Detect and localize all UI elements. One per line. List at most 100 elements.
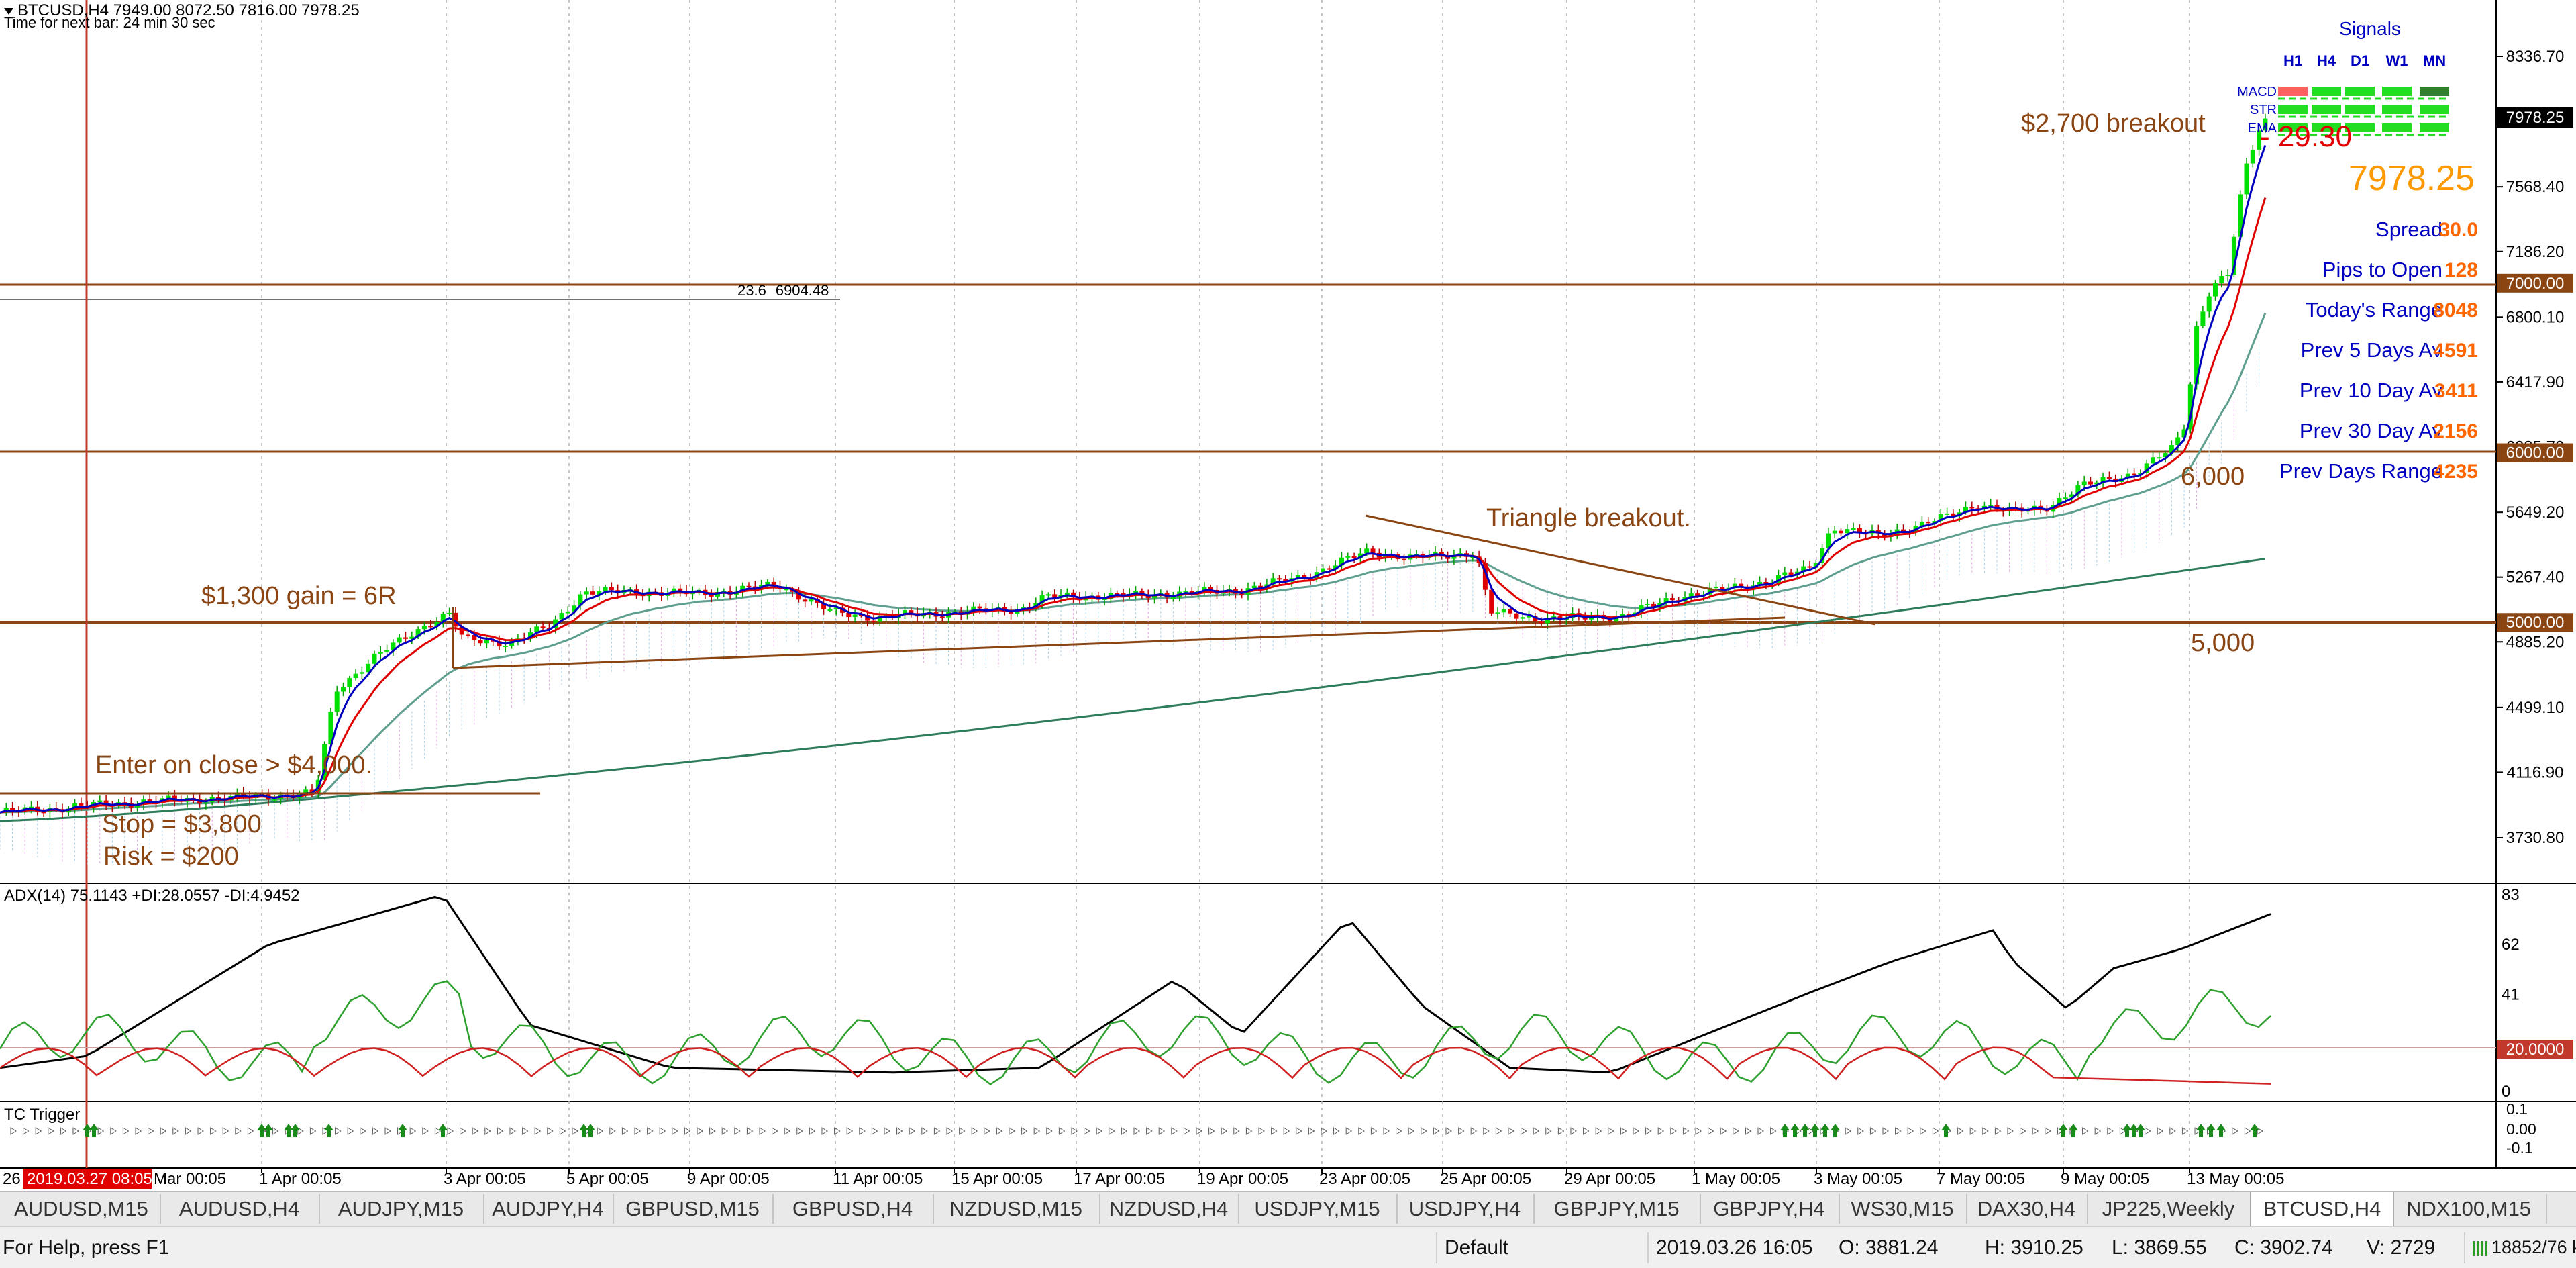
- candle-body: [2088, 481, 2093, 485]
- candle-body: [2213, 283, 2218, 297]
- tc-mark: [1645, 1127, 1652, 1135]
- candle-body: [903, 610, 907, 615]
- candle-body: [1714, 587, 1718, 589]
- signal-cell: [2278, 123, 2308, 132]
- signal-cell: [2278, 105, 2308, 114]
- tc-mark: [2032, 1127, 2039, 1135]
- chart-tab-dax30-h4[interactable]: DAX30,H4: [1966, 1194, 2088, 1224]
- main-pane[interactable]: [0, 0, 2496, 883]
- adx-pane[interactable]: [0, 883, 2496, 1102]
- chart-tab-btcusd-h4[interactable]: BTCUSD,H4: [2250, 1192, 2394, 1227]
- tc-mark: [297, 1127, 304, 1135]
- candle-body: [603, 587, 608, 591]
- candle-body: [1295, 575, 1300, 579]
- tc-mark: [1620, 1127, 1627, 1135]
- candle-body: [877, 616, 882, 622]
- chart-tab-nzdusd-m15[interactable]: NZDUSD,M15: [933, 1194, 1100, 1224]
- chart-tab-gbpjpy-m15[interactable]: GBPJPY,M15: [1533, 1194, 1701, 1224]
- time-label: 1 Apr 00:05: [259, 1170, 342, 1188]
- candle-body: [2244, 163, 2249, 195]
- candle-body: [1364, 548, 1370, 554]
- chart-canvas[interactable]: 23.6 6904.48 BTCUSD,H4 7949.00 8072.50 78…: [0, 0, 2576, 1191]
- green-up-arrow-icon: [2250, 1124, 2259, 1137]
- tc-mark: [959, 1127, 966, 1135]
- signal-timeframe: D1: [2351, 52, 2369, 69]
- tc-mark: [1245, 1127, 1253, 1135]
- candle-body: [322, 744, 327, 780]
- risk-label: Risk = $200: [103, 842, 239, 871]
- candle-body: [1988, 504, 1994, 506]
- triangle-down-icon[interactable]: [4, 8, 13, 15]
- chart-tab-ws30-m15[interactable]: WS30,M15: [1839, 1194, 1967, 1224]
- candle-body: [559, 613, 564, 620]
- chart-tab-jp225-weekly[interactable]: JP225,Weekly: [2087, 1194, 2251, 1224]
- breakout-2700-label: $2,700 breakout: [2021, 109, 2206, 138]
- tc-mark: [1183, 1127, 1190, 1135]
- tc-mark: [1682, 1127, 1690, 1135]
- support-trendline[interactable]: [452, 616, 1786, 669]
- cursor-time-tail: Mar 00:05: [154, 1170, 226, 1188]
- candle-body: [347, 678, 352, 688]
- candle-body: [415, 629, 421, 637]
- adx-tick-label: 0: [2502, 1083, 2510, 1101]
- candle-body: [2219, 276, 2224, 283]
- candle-body: [328, 712, 333, 744]
- candle-body: [272, 799, 277, 801]
- chart-tab-audusd-h4[interactable]: AUDUSD,H4: [160, 1194, 320, 1224]
- green-up-arrow-icon: [264, 1124, 273, 1137]
- candle-body: [1501, 609, 1506, 613]
- chart-tab-audusd-m15[interactable]: AUDUSD,M15: [3, 1194, 161, 1224]
- tc-mark: [460, 1127, 466, 1135]
- chart-tab-usdjpy-m15[interactable]: USDJPY,M15: [1238, 1194, 1398, 1224]
- candle-body: [172, 795, 177, 801]
- tc-mark: [135, 1127, 142, 1135]
- candle-body: [1208, 587, 1213, 590]
- tc-mark: [522, 1127, 529, 1135]
- tc-mark: [1333, 1127, 1340, 1135]
- candle-body: [1270, 578, 1276, 585]
- tc-mark: [1982, 1127, 1989, 1135]
- level-tag: [2497, 613, 2573, 632]
- tc-pane[interactable]: [0, 1102, 2496, 1167]
- triangle-trendline[interactable]: [1365, 514, 1876, 626]
- chart-tab-gbpusd-m15[interactable]: GBPUSD,M15: [613, 1194, 774, 1224]
- chart-tab-usdjpy-h4[interactable]: USDJPY,H4: [1396, 1194, 1535, 1224]
- chart-tab-audjpy-h4[interactable]: AUDJPY,H4: [483, 1194, 614, 1224]
- chart-tab-nzdusd-h4[interactable]: NZDUSD,H4: [1099, 1194, 1239, 1224]
- chart-tab-ndx100-m15[interactable]: NDX100,M15: [2391, 1194, 2547, 1224]
- candle-body: [2163, 453, 2168, 458]
- price-tags: 7978.25 7000.00 6000.00 5000.00: [2497, 107, 2573, 632]
- stat-value: 3411: [2434, 380, 2478, 402]
- green-up-arrow-icon: [1800, 1124, 1810, 1137]
- candle-body: [1945, 513, 1950, 515]
- candle-body: [2069, 494, 2075, 498]
- green-up-arrow-icon: [398, 1124, 407, 1137]
- tc-mark: [1071, 1127, 1078, 1135]
- tc-mark: [160, 1127, 167, 1135]
- candle-body: [1514, 613, 1519, 619]
- candle-body: [784, 589, 789, 591]
- tc-mark: [2094, 1127, 2102, 1135]
- tc-mark: [110, 1127, 117, 1135]
- signal-cell: [2382, 123, 2412, 132]
- candle-body: [952, 611, 958, 613]
- chart-tab-gbpjpy-h4[interactable]: GBPJPY,H4: [1700, 1194, 1840, 1224]
- candle-body: [484, 640, 489, 644]
- signal-cell: [2312, 87, 2341, 96]
- tc-mark: [185, 1127, 192, 1135]
- stat-value: 4235: [2433, 460, 2478, 483]
- candle-body: [871, 620, 876, 622]
- candle-body: [366, 663, 371, 673]
- green-up-arrow-icon: [1941, 1124, 1951, 1137]
- ma-slow-line: [0, 312, 2267, 814]
- profile-name[interactable]: Default: [1445, 1236, 1509, 1259]
- chart-tab-audjpy-m15[interactable]: AUDJPY,M15: [319, 1194, 484, 1224]
- candle-body: [1339, 557, 1344, 566]
- current-price-tag: [2497, 107, 2573, 128]
- tc-mark: [871, 1127, 878, 1135]
- tc-mark: [809, 1127, 816, 1135]
- stat-label: Today's Range: [2306, 298, 2442, 322]
- candle-body: [821, 603, 827, 609]
- candle-body: [1021, 607, 1026, 609]
- chart-tab-gbpusd-h4[interactable]: GBPUSD,H4: [772, 1194, 934, 1224]
